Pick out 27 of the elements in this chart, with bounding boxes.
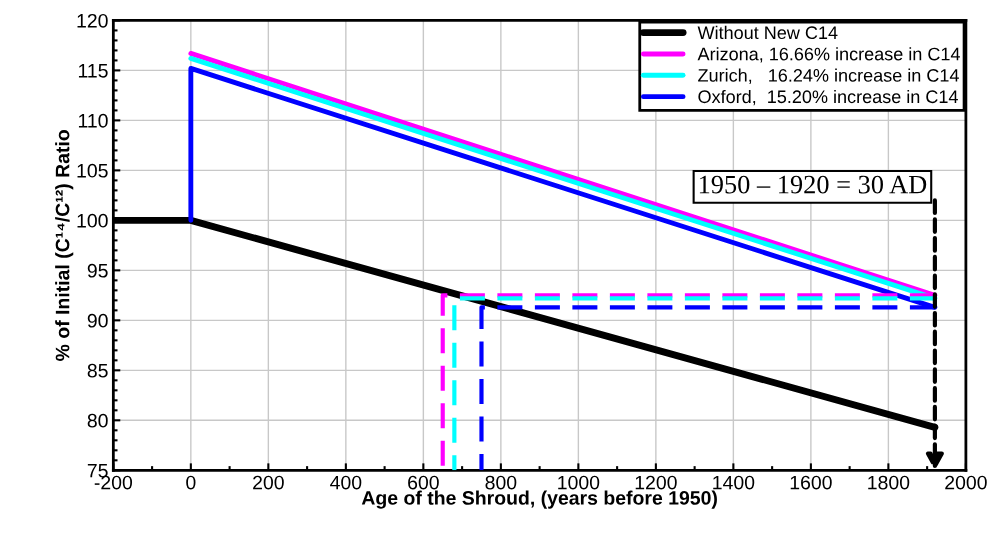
x-tick-label: 0	[186, 475, 196, 490]
x-tick-label: 1200	[635, 475, 677, 490]
y-tick-label: 80	[87, 413, 108, 428]
x-tick-label: 2000	[945, 475, 987, 490]
legend-label: Arizona, 16.66% increase in C14	[697, 47, 960, 63]
x-tick-label: 800	[485, 475, 517, 490]
x-tick-label: 1800	[868, 475, 910, 490]
x-tick-label: 1600	[790, 475, 832, 490]
x-tick-label: 1400	[713, 475, 755, 490]
x-tick-label: 400	[330, 475, 362, 490]
x-tick-label: 600	[408, 475, 439, 490]
y-axis-title: % of Initial (C¹⁴/C¹²) Ratio	[55, 130, 74, 361]
legend-label: Without New C14	[697, 25, 838, 40]
x-axis-title: Age of the Shroud, (years before 1950)	[361, 490, 717, 509]
y-tick-label: 90	[87, 313, 108, 328]
y-tick-label: 95	[87, 263, 108, 278]
x-tick-label: 1000	[558, 475, 600, 490]
y-tick-label: 85	[87, 363, 108, 378]
annotation: 1950 – 1920 = 30 AD	[699, 175, 927, 194]
y-tick-label: 105	[77, 163, 108, 178]
legend-label: Zurich, 16.24% increase in C14	[698, 68, 959, 84]
y-tick-label: 110	[78, 113, 108, 128]
y-tick-label: 115	[78, 64, 108, 78]
legend-label: Oxford, 15.20% increase in C14	[698, 89, 958, 106]
x-tick-label: 200	[253, 475, 284, 490]
y-tick-label: 100	[77, 213, 108, 228]
y-tick-label: 120	[77, 13, 108, 28]
